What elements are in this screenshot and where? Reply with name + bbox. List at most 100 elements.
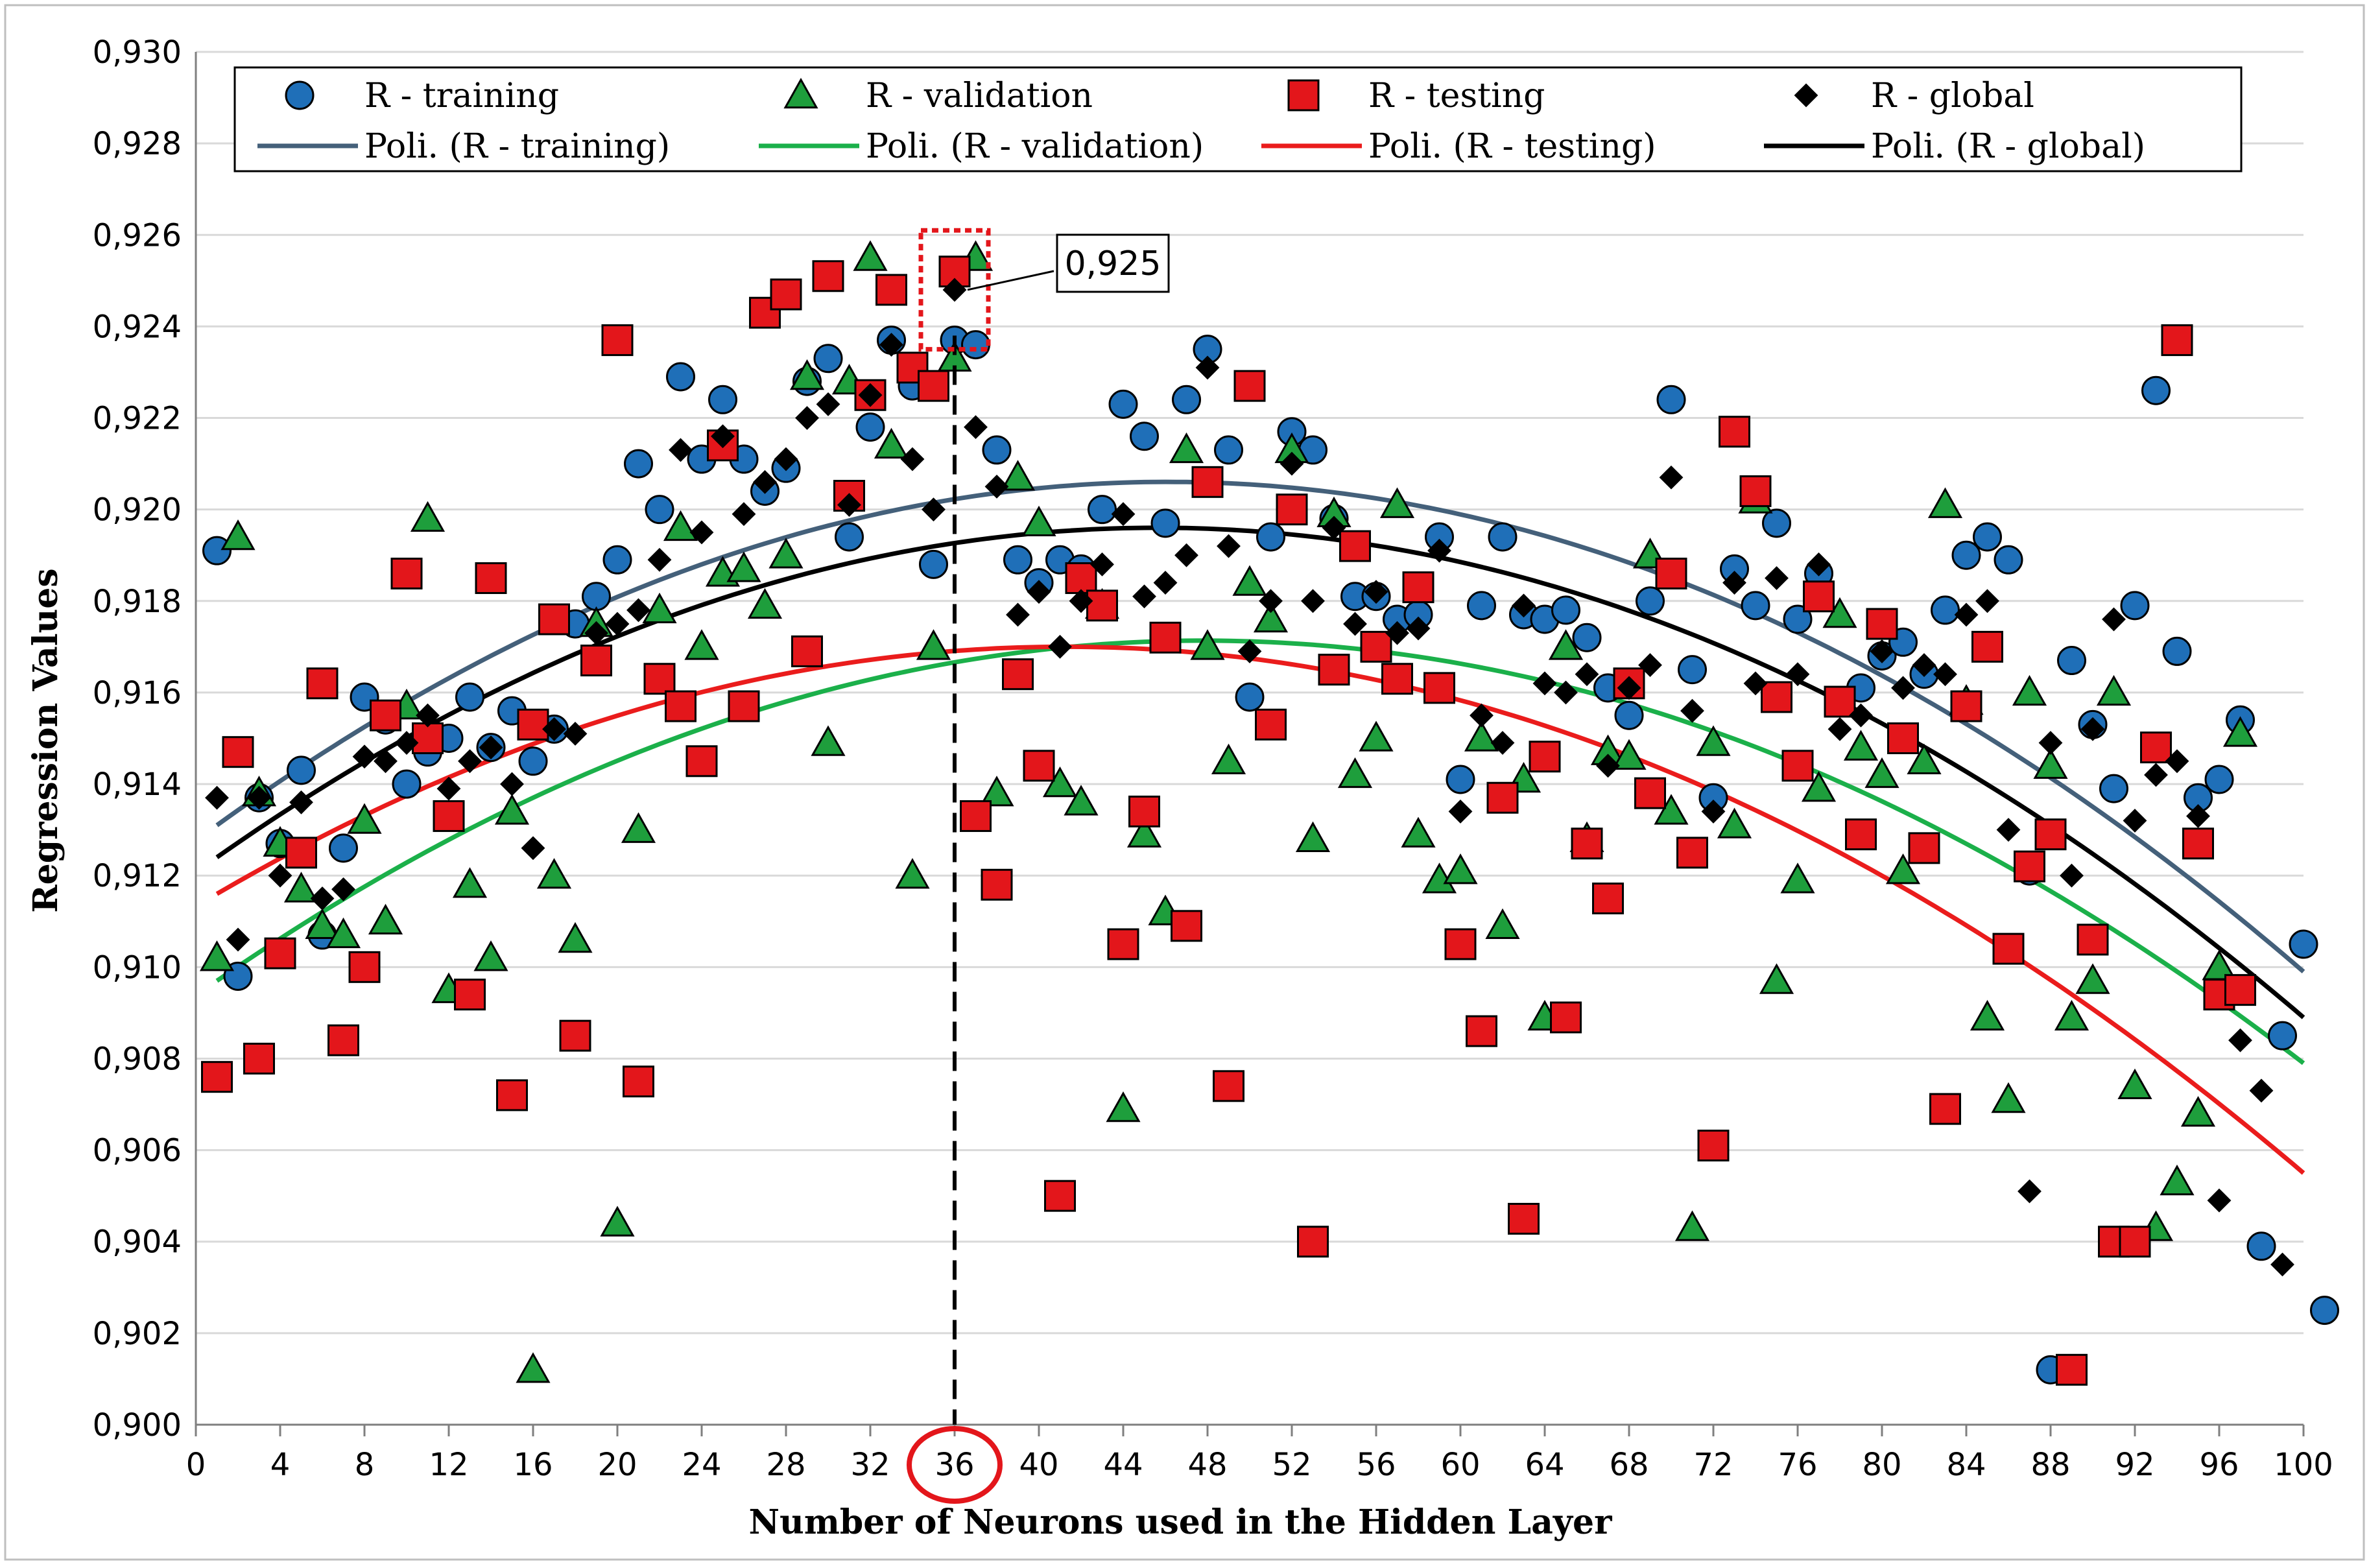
callout-box [1056,233,1170,293]
validation-point [1780,862,1815,894]
y-tick-label: 0,912 [93,858,182,894]
y-tick-label: 0,930 [93,34,182,71]
testing-point [1634,777,1666,809]
training-point [1614,700,1644,730]
global-point [1448,799,1473,824]
y-tick-label: 0,910 [93,949,182,986]
testing-point [348,951,381,983]
global-point [1849,703,1873,728]
testing-point [2140,731,2172,764]
global-point [2249,1078,2274,1103]
global-point [1237,639,1262,663]
x-tick-label: 76 [1778,1447,1817,1483]
series-global [205,278,2294,1277]
x-axis-title: Number of Neurons used in the Hidden Lay… [748,1503,1612,1542]
global-point [2186,804,2210,828]
testing-point [623,1065,654,1098]
global-point [1659,465,1684,490]
validation-point [1843,730,1879,761]
testing-point [1739,475,1772,507]
validation-point [1759,963,1794,994]
validation-point [1907,743,1942,775]
global-point [1743,671,1768,696]
global-point [984,474,1009,499]
validation-point [726,551,761,582]
validation-point [1927,487,1963,518]
training-point [1003,545,1032,575]
global-point [542,717,566,741]
validation-point [1548,629,1584,660]
validation-point [1654,794,1689,825]
testing-point [1086,589,1118,622]
y-axis-title: Regression Values [26,568,65,912]
y-tick-label: 0,918 [93,584,182,620]
legend-item-global: R - global [1794,77,2034,115]
y-tick-label: 0,916 [93,675,182,711]
global-point [1322,516,1346,540]
testing-point [1971,630,2003,663]
training-point [1931,595,1960,625]
x-tick-label: 8 [355,1447,375,1483]
global-point [1090,552,1114,576]
validation-point [2117,1068,2152,1100]
global-point [2165,749,2189,774]
validation-point [1190,629,1225,660]
legend-marker-global [1794,83,1818,108]
validation-point [789,359,825,390]
global-point [1259,589,1283,613]
testing-point [580,645,612,677]
validation-point [305,908,340,940]
global-point [247,785,271,810]
x-tick-label: 60 [1440,1447,1480,1483]
validation-point [1885,853,1921,885]
x-tick-label: 20 [597,1447,637,1483]
testing-point [1423,672,1455,704]
testing-point [2034,818,2067,851]
validation-point [1253,601,1289,633]
testing-point [1381,663,1413,695]
global-point [1427,538,1451,563]
y-tick-label: 0,922 [93,401,182,437]
testing-point [517,708,549,741]
testing-point [243,1042,275,1075]
global-point [816,392,840,416]
testing-point [685,745,718,778]
legend-item-fit-testing: Poli. (R - testing) [1261,127,1656,166]
global-point [1111,502,1136,527]
training-point [2204,765,2234,794]
legend-label-training: R - training [364,77,559,115]
y-tick-label: 0,920 [93,492,182,529]
global-point [1954,602,1979,627]
validation-point [2096,674,2132,706]
global-point [331,877,355,901]
testing-point [1023,750,1055,782]
global-point [2038,731,2063,755]
validation-point [1232,565,1267,596]
legend-label-validation: R - validation [866,77,1093,115]
global-point [226,927,250,952]
validation-point [853,240,888,271]
global-point [837,493,861,517]
validation-point [1822,597,1857,628]
legend-item-fit-training: Poli. (R - training) [257,127,670,166]
global-point [1680,698,1704,723]
y-tick-label: 0,908 [93,1041,182,1077]
global-point [1343,612,1367,636]
validation-point [1169,432,1204,464]
testing-point [1676,837,1708,869]
testing-point [1908,832,1940,864]
legend-item-testing: R - testing [1287,77,1545,115]
legend-item-fit-global: Poli. (R - global) [1764,127,2145,166]
legend-box [233,66,2243,172]
global-point [1069,589,1093,613]
validation-point [1359,720,1394,752]
training-point [1214,435,1243,465]
validation-point [347,803,382,834]
validation-point [1696,725,1731,756]
testing-point [2077,923,2109,956]
testing-point [412,722,444,754]
global-point [879,333,903,357]
x-tick-label: 0 [186,1447,206,1483]
global-point [352,744,377,769]
validation-point [536,858,572,889]
